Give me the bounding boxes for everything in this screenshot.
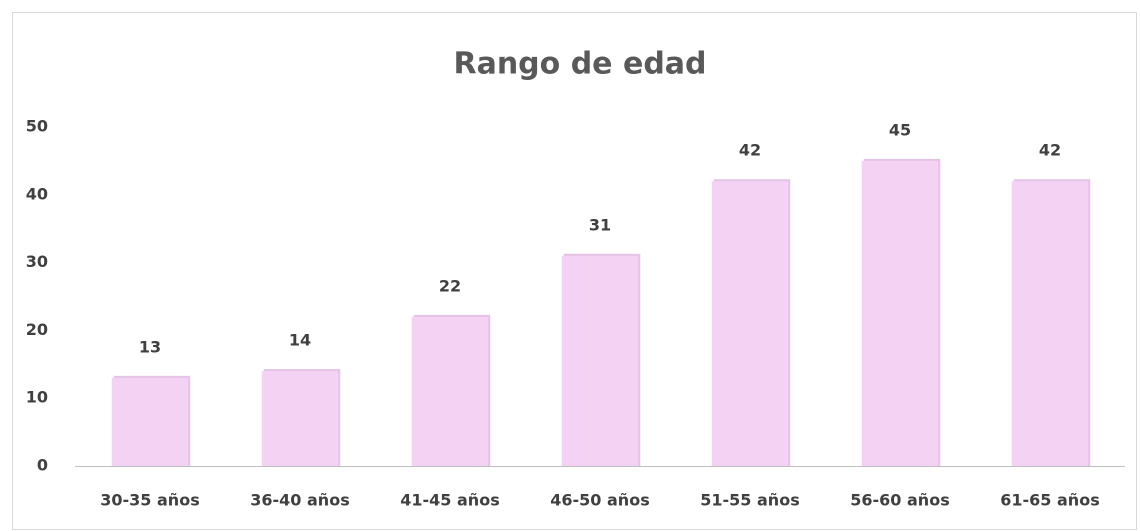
y-tick-label: 40 [26, 184, 48, 203]
x-tick-label: 36-40 años [250, 491, 349, 510]
bar [1011, 181, 1089, 467]
x-tick-label: 41-45 años [400, 491, 499, 510]
chart-title: Rango de edad [453, 47, 706, 82]
x-tick-label: 46-50 años [550, 491, 649, 510]
bar [411, 316, 489, 466]
data-label: 14 [289, 331, 311, 350]
y-tick-label: 30 [26, 252, 48, 271]
bar [261, 371, 339, 466]
y-tick-label: 0 [37, 456, 48, 475]
x-tick-label: 56-60 años [850, 491, 949, 510]
data-label: 31 [589, 215, 611, 234]
bar [111, 377, 189, 466]
y-tick-label: 10 [26, 388, 48, 407]
bar [861, 160, 939, 466]
data-label: 13 [139, 337, 161, 356]
data-label: 22 [439, 276, 461, 295]
data-label: 42 [739, 141, 761, 160]
x-tick-label: 61-65 años [1000, 491, 1099, 510]
x-tick-label: 30-35 años [100, 491, 199, 510]
data-label: 42 [1039, 141, 1061, 160]
y-tick-label: 20 [26, 320, 48, 339]
y-tick-label: 50 [26, 117, 48, 136]
data-label: 45 [889, 120, 911, 139]
x-tick-label: 51-55 años [700, 491, 799, 510]
bar [561, 255, 639, 466]
bar [711, 181, 789, 467]
